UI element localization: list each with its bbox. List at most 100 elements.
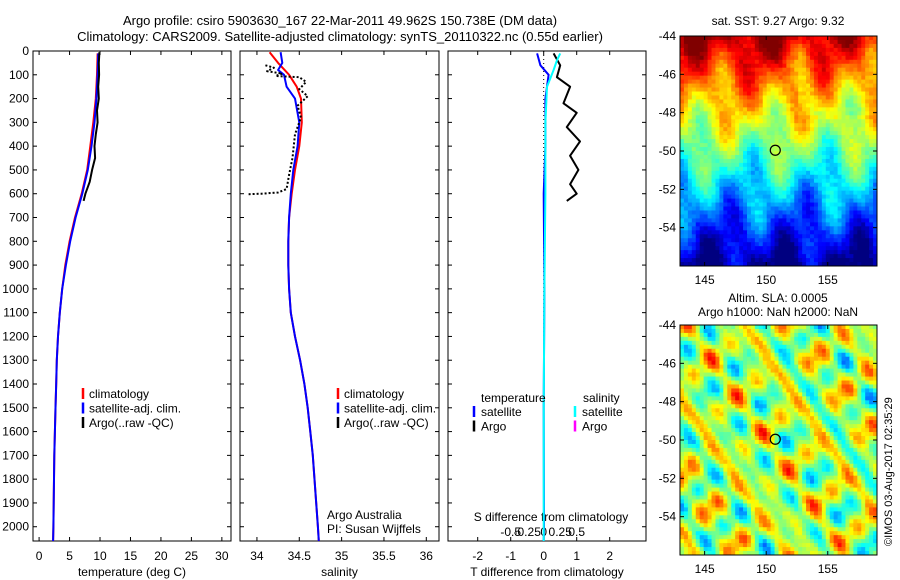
argo-australia-label: Argo Australia (327, 508, 402, 522)
difference-top-tick-label: -0.5 (500, 525, 521, 539)
depth-tick-label: 1500 (2, 401, 29, 415)
sla_map-heatmap-cells (680, 325, 877, 555)
depth-tick-label: 100 (9, 68, 29, 82)
figure-title-line1: Argo profile: csiro 5903630_167 22-Mar-2… (122, 13, 558, 28)
imos-credit: ©IMOS 03-Aug-2017 02:35:29 (883, 397, 895, 546)
temperature-xlabel: temperature (deg C) (78, 565, 186, 579)
difference-series-satellite (542, 52, 562, 541)
depth-tick-label: 1100 (3, 306, 29, 320)
difference-top-tick-label: -0.25 (514, 525, 542, 539)
sst_map-xtick-label: 145 (695, 273, 715, 287)
depth-tick-label: 1600 (2, 425, 29, 439)
temperature-frame (32, 50, 232, 542)
difference-xtick-label: 0 (540, 549, 547, 563)
depth-tick-label: 600 (9, 187, 29, 201)
temperature-series-climatology (52, 53, 99, 542)
sst_map-ytick-label: -50 (659, 144, 677, 158)
depth-tick-label: 1800 (2, 472, 29, 486)
sst_map-ytick-label: -48 (659, 106, 677, 120)
depth-tick-label: 800 (9, 234, 29, 248)
depth-tick-label: 1000 (2, 282, 29, 296)
temperature-xtick-label: 30 (215, 549, 229, 563)
depth-tick-label: 1400 (2, 377, 29, 391)
sla_map-ytick-label: -48 (659, 395, 677, 409)
difference-top-xlabel: S difference from climatology (474, 510, 629, 524)
depth-tick-label: 1700 (2, 448, 29, 462)
temperature-xtick-label: 0 (36, 549, 43, 563)
salinity-xtick-label: 34 (250, 549, 264, 563)
difference-legend-label: satellite (582, 405, 623, 419)
sst_map-float-marker (769, 144, 781, 156)
temperature-xtick-label: 5 (66, 549, 73, 563)
temperature-series-satellite-adj-clim- (52, 53, 100, 542)
sla_map-ytick-label: -50 (659, 433, 677, 447)
depth-tick-label: 1900 (2, 496, 29, 510)
sst_map-ytick-label: -54 (659, 221, 677, 235)
difference-top-tick-label: 0.25 (549, 525, 573, 539)
temperature-xtick-label: 15 (124, 549, 138, 563)
salinity-series-satellite-adj-clim- (277, 52, 320, 542)
salinity-frame (239, 50, 440, 542)
sla_map-ytick-label: -46 (659, 356, 677, 370)
salinity-legend-label: climatology (344, 387, 404, 401)
sla_map-xtick-label: 145 (695, 562, 715, 576)
salinity-xtick-label: 36 (420, 549, 434, 563)
salinity-xtick-label: 35.5 (372, 549, 396, 563)
depth-tick-label: 700 (9, 211, 29, 225)
difference-xtick-label: -1 (505, 549, 516, 563)
sst_map-xtick-label: 155 (818, 273, 838, 287)
sst-map-title: sat. SST: 9.27 Argo: 9.32 (712, 14, 845, 28)
difference-xtick-label: 1 (573, 549, 580, 563)
sla_map-xtick-label: 150 (756, 562, 776, 576)
difference-legend-label: satellite (481, 405, 522, 419)
depth-tick-label: 400 (9, 139, 29, 153)
salinity-series-argo-raw-qc- (248, 64, 309, 196)
difference-xlabel: T difference from climatology (470, 565, 624, 579)
depth-tick-label: 0 (22, 44, 29, 58)
depth-tick-label: 500 (9, 163, 29, 177)
figure-title-line2: Climatology: CARS2009. Satellite-adjuste… (77, 29, 603, 44)
sst_map-ytick-label: -46 (659, 67, 677, 81)
sst_map-heatmap-cells (680, 36, 877, 266)
salinity-xtick-label: 35 (335, 549, 349, 563)
depth-tick-label: 300 (9, 115, 29, 129)
salinity-xlabel: salinity (321, 565, 358, 579)
depth-tick-label: 2000 (2, 520, 29, 534)
difference-xtick-label: -2 (472, 549, 483, 563)
sla_map-ytick-label: -44 (659, 318, 677, 332)
depth-tick-label: 900 (9, 258, 29, 272)
depth-tick-label: 200 (9, 92, 29, 106)
difference-legend-label: Argo (481, 420, 507, 434)
difference-top-tick-label: 0.5 (568, 525, 585, 539)
sla_map-ytick-label: -52 (659, 471, 677, 485)
sla-map-title: Altim. SLA: 0.0005 (728, 291, 828, 305)
sst_map-ytick-label: -52 (659, 182, 677, 196)
temperature-xtick-label: 10 (93, 549, 107, 563)
temperature-legend-label: satellite-adj. clim. (89, 402, 181, 416)
salinity-legend-label: satellite-adj. clim. (344, 402, 436, 416)
temperature-legend-label: climatology (89, 387, 149, 401)
difference-xtick-label: 2 (606, 549, 613, 563)
pi-label: PI: Susan Wijffels (327, 522, 421, 536)
difference-legend-label: Argo (582, 420, 608, 434)
difference-frame (447, 50, 647, 542)
sst_map-ytick-label: -44 (659, 29, 677, 43)
sla_map-ytick-label: -54 (659, 510, 677, 524)
depth-tick-label: 1300 (2, 353, 29, 367)
salinity-legend-label: Argo(..raw -QC) (344, 416, 429, 430)
difference-legend-header-temperature: temperature (481, 391, 546, 405)
depth-tick-label: 1200 (2, 329, 29, 343)
difference-legend-header-salinity: salinity (583, 391, 620, 405)
temperature-xtick-label: 25 (185, 549, 199, 563)
sla-map-title-line2: Argo h1000: NaN h2000: NaN (698, 305, 858, 319)
sla_map-xtick-label: 155 (818, 562, 838, 576)
difference-series-argo (552, 52, 581, 202)
salinity-xtick-label: 34.5 (288, 549, 312, 563)
temperature-xtick-label: 20 (154, 549, 168, 563)
temperature-legend-label: Argo(..raw -QC) (89, 416, 174, 430)
temperature-series-argo-raw-qc- (82, 52, 101, 202)
sst_map-xtick-label: 150 (756, 273, 776, 287)
salinity-series-climatology (268, 51, 320, 542)
